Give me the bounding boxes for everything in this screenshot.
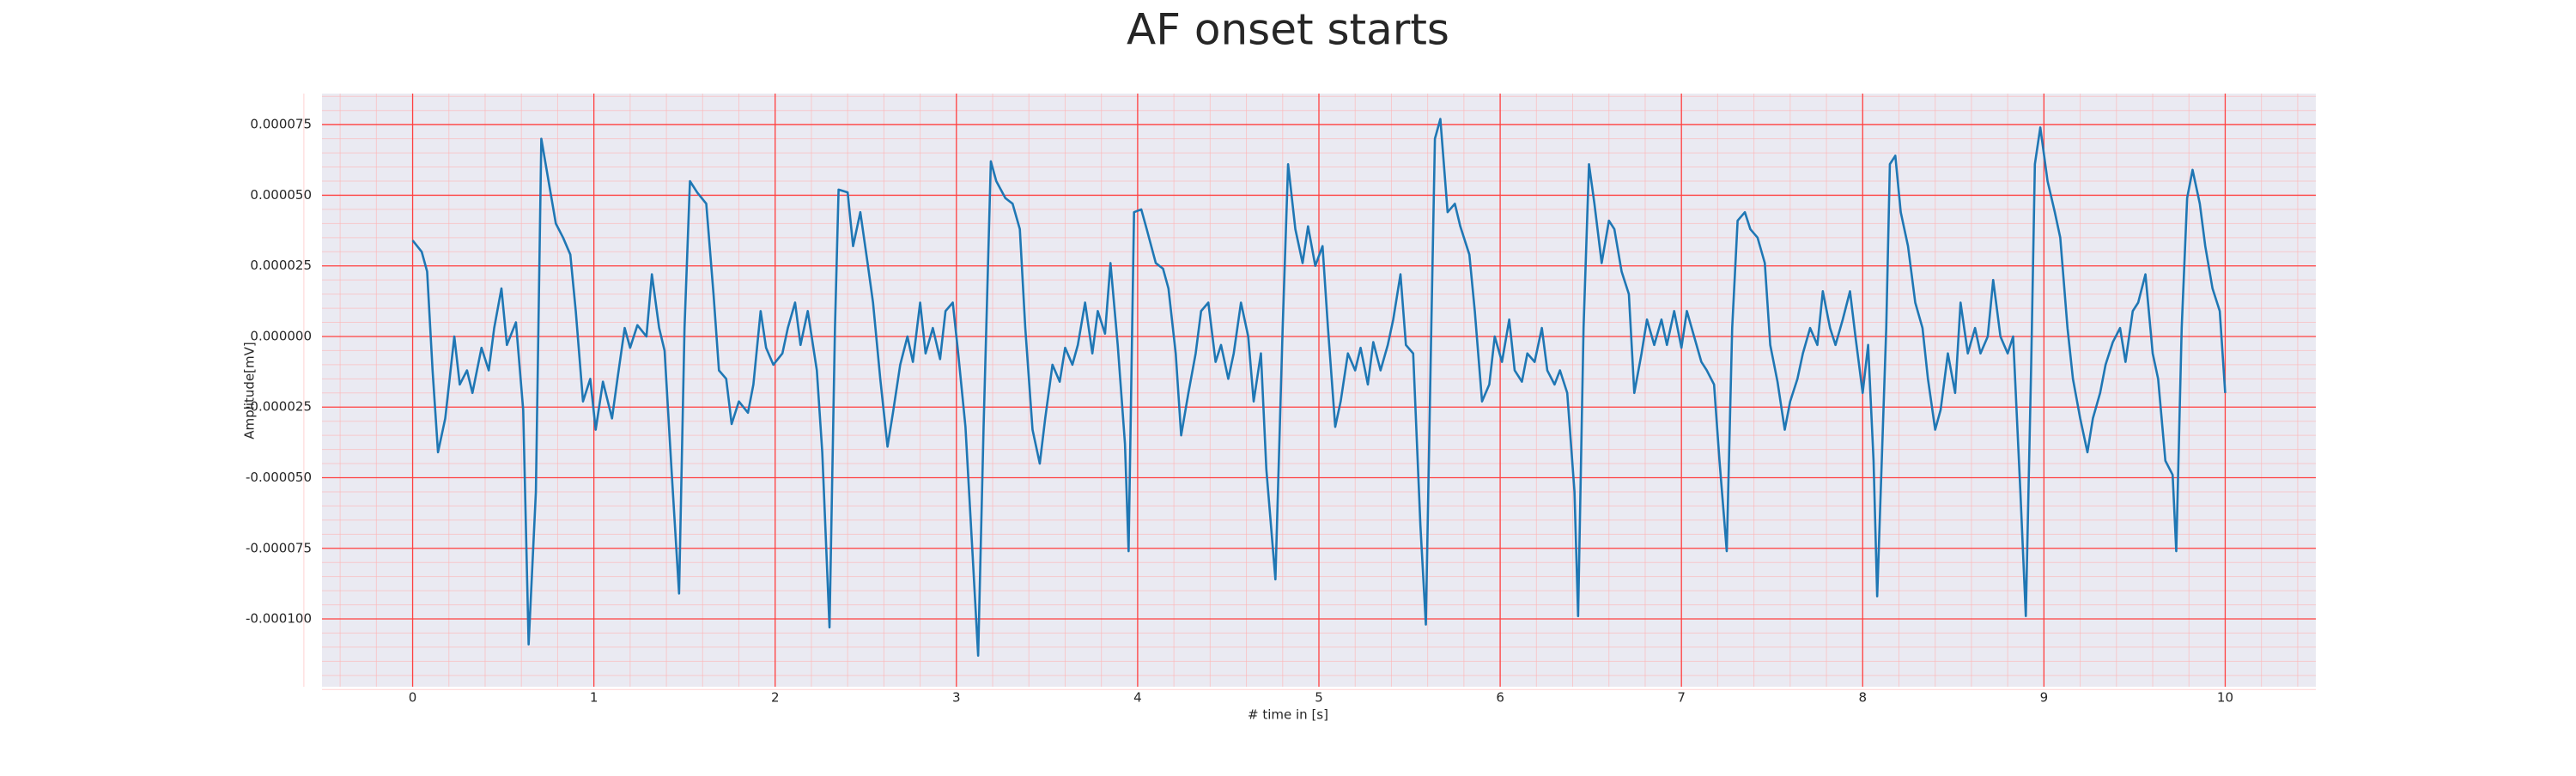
x-tick-label: 0 xyxy=(409,690,417,706)
x-tick-label: 4 xyxy=(1133,690,1142,706)
x-axis-label: # time in [s] xyxy=(1248,707,1328,723)
x-tick-label: 7 xyxy=(1677,690,1686,706)
y-tick-label: -0.000100 xyxy=(246,611,312,627)
y-tick-label: -0.000075 xyxy=(246,540,312,555)
x-tick-label: 5 xyxy=(1315,690,1323,706)
x-tick-label: 9 xyxy=(2040,690,2049,706)
y-tick-label: 0.000000 xyxy=(250,328,312,343)
x-tick-label: 2 xyxy=(771,690,780,706)
x-tick-label: 3 xyxy=(952,690,961,706)
x-tick-label: 6 xyxy=(1496,690,1504,706)
x-tick-label: 8 xyxy=(1858,690,1867,706)
x-tick-label: 1 xyxy=(590,690,598,706)
ecg-line xyxy=(411,118,2227,658)
y-axis-label: Amplitude[mV] xyxy=(242,342,258,439)
x-tick-label: 10 xyxy=(2217,690,2233,706)
y-tick-label: -0.000050 xyxy=(246,470,312,485)
y-tick-label: 0.000025 xyxy=(250,258,312,273)
y-tick-label: -0.000025 xyxy=(246,399,312,415)
y-tick-label: 0.000050 xyxy=(250,187,312,203)
y-tick-label: 0.000075 xyxy=(250,117,312,132)
chart-title: AF onset starts xyxy=(1127,5,1449,55)
